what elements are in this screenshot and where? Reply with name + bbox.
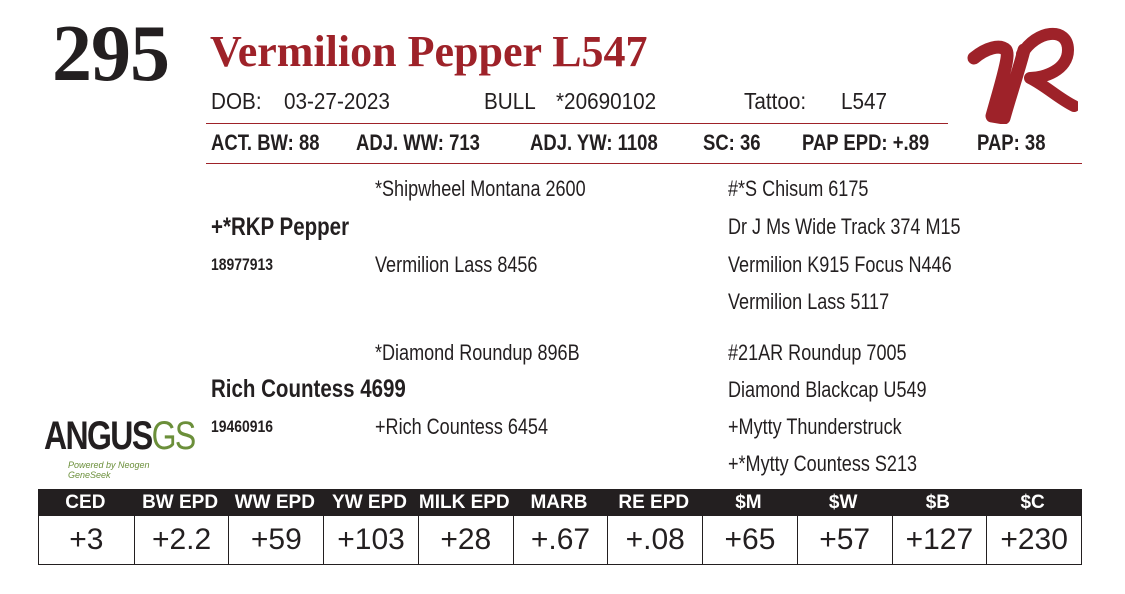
epd-value-cell: +65 <box>702 516 797 564</box>
sire-registration: 18977913 <box>211 255 274 274</box>
epd-header-cell: MILK EPD <box>418 492 510 513</box>
angus-logo-gs: GS <box>151 414 197 458</box>
adjusted-yearling-weight: ADJ. YW: 1108 <box>530 130 658 155</box>
dam-dam-dam: +*Mytty Countess S213 <box>728 451 918 476</box>
stats-divider <box>206 163 1082 164</box>
info-divider <box>206 123 948 124</box>
lot-number: 295 <box>52 10 170 98</box>
dam-sire-sire: #21AR Roundup 7005 <box>728 340 907 365</box>
registration-number: *20690102 <box>556 88 657 114</box>
epd-value-cell: +59 <box>228 516 323 564</box>
animal-name: Vermilion Pepper L547 <box>210 27 648 76</box>
epd-header-cell: RE EPD <box>618 492 690 513</box>
epd-value-cell: +.08 <box>607 516 702 564</box>
epd-header-cell: $W <box>828 492 858 513</box>
dob-value: 03-27-2023 <box>284 88 390 114</box>
epd-value-cell: +57 <box>796 516 892 564</box>
sire-sire: *Shipwheel Montana 2600 <box>375 176 586 201</box>
epd-header-cell: MARB EPD <box>530 492 588 540</box>
sire-dam-dam: Vermilion Lass 5117 <box>728 289 890 314</box>
epd-header-cell: $M <box>735 492 762 513</box>
sex-label: BULL <box>484 88 536 114</box>
epd-value-cell: +.67 <box>512 516 608 564</box>
epd-value-cell: +28 <box>417 516 513 564</box>
tattoo-value: L547 <box>841 88 888 114</box>
adjusted-weaning-weight: ADJ. WW: 713 <box>356 130 480 155</box>
dam-sire: *Diamond Roundup 896B <box>375 340 580 365</box>
epd-header-row: CED BW EPD WW EPD YW EPD MILK EPD MARB EPD RE … <box>38 489 1082 540</box>
dam-registration: 19460916 <box>211 417 274 436</box>
pap-epd: PAP EPD: +.89 <box>802 130 930 155</box>
dam-name: Rich Countess 4699 <box>211 375 406 403</box>
dam-dam: +Rich Countess 6454 <box>375 414 548 439</box>
angus-gs-logo: ANGUSGS Powered by Neogen GeneSeek <box>44 414 197 480</box>
epd-header-cell: YW EPD <box>332 492 407 513</box>
tattoo-label: Tattoo: <box>744 88 807 114</box>
sire-name: +*RKP Pepper <box>211 213 350 241</box>
sire-dam: Vermilion Lass 8456 <box>375 252 538 277</box>
sire-sire-sire: #*S Chisum 6175 <box>728 176 869 201</box>
scrotal-circumference: SC: 36 <box>703 130 761 155</box>
angus-logo-word: ANGUS <box>44 414 153 458</box>
epd-value-cell: +230 <box>986 516 1081 564</box>
epd-value-cell: +3 <box>69 523 104 556</box>
dam-dam-sire: +Mytty Thunderstruck <box>728 414 902 439</box>
epd-value-cell: +2.2 <box>133 516 229 564</box>
sire-sire-dam: Dr J Ms Wide Track 374 M15 <box>728 214 961 239</box>
epd-header-cell: $B <box>925 492 951 513</box>
dob-label: DOB: <box>211 88 262 114</box>
pap-score: PAP: 38 <box>977 130 1046 155</box>
epd-header-cell: BW EPD <box>142 492 219 513</box>
epd-table: CED BW EPD WW EPD YW EPD MILK EPD MARB EPD RE … <box>38 489 1082 566</box>
epd-value-cell: +103 <box>323 516 418 564</box>
epd-header-cell: WW EPD <box>234 492 315 513</box>
dam-sire-dam: Diamond Blackcap U549 <box>728 377 927 402</box>
epd-value-cell: +127 <box>891 516 987 564</box>
brand-logo <box>967 28 1078 124</box>
epd-value-row: +3 +2.2 +59 +103 +28 +.67 +.08 +65 +57 +127 +230 <box>38 516 1082 565</box>
epd-header-cell: $C <box>1020 492 1045 513</box>
angus-logo-tagline: Powered by Neogen GeneSeek <box>68 460 150 480</box>
sire-dam-sire: Vermilion K915 Focus N446 <box>728 252 952 277</box>
actual-birth-weight: ACT. BW: 88 <box>211 130 320 155</box>
epd-header-cell: CED <box>65 492 106 513</box>
